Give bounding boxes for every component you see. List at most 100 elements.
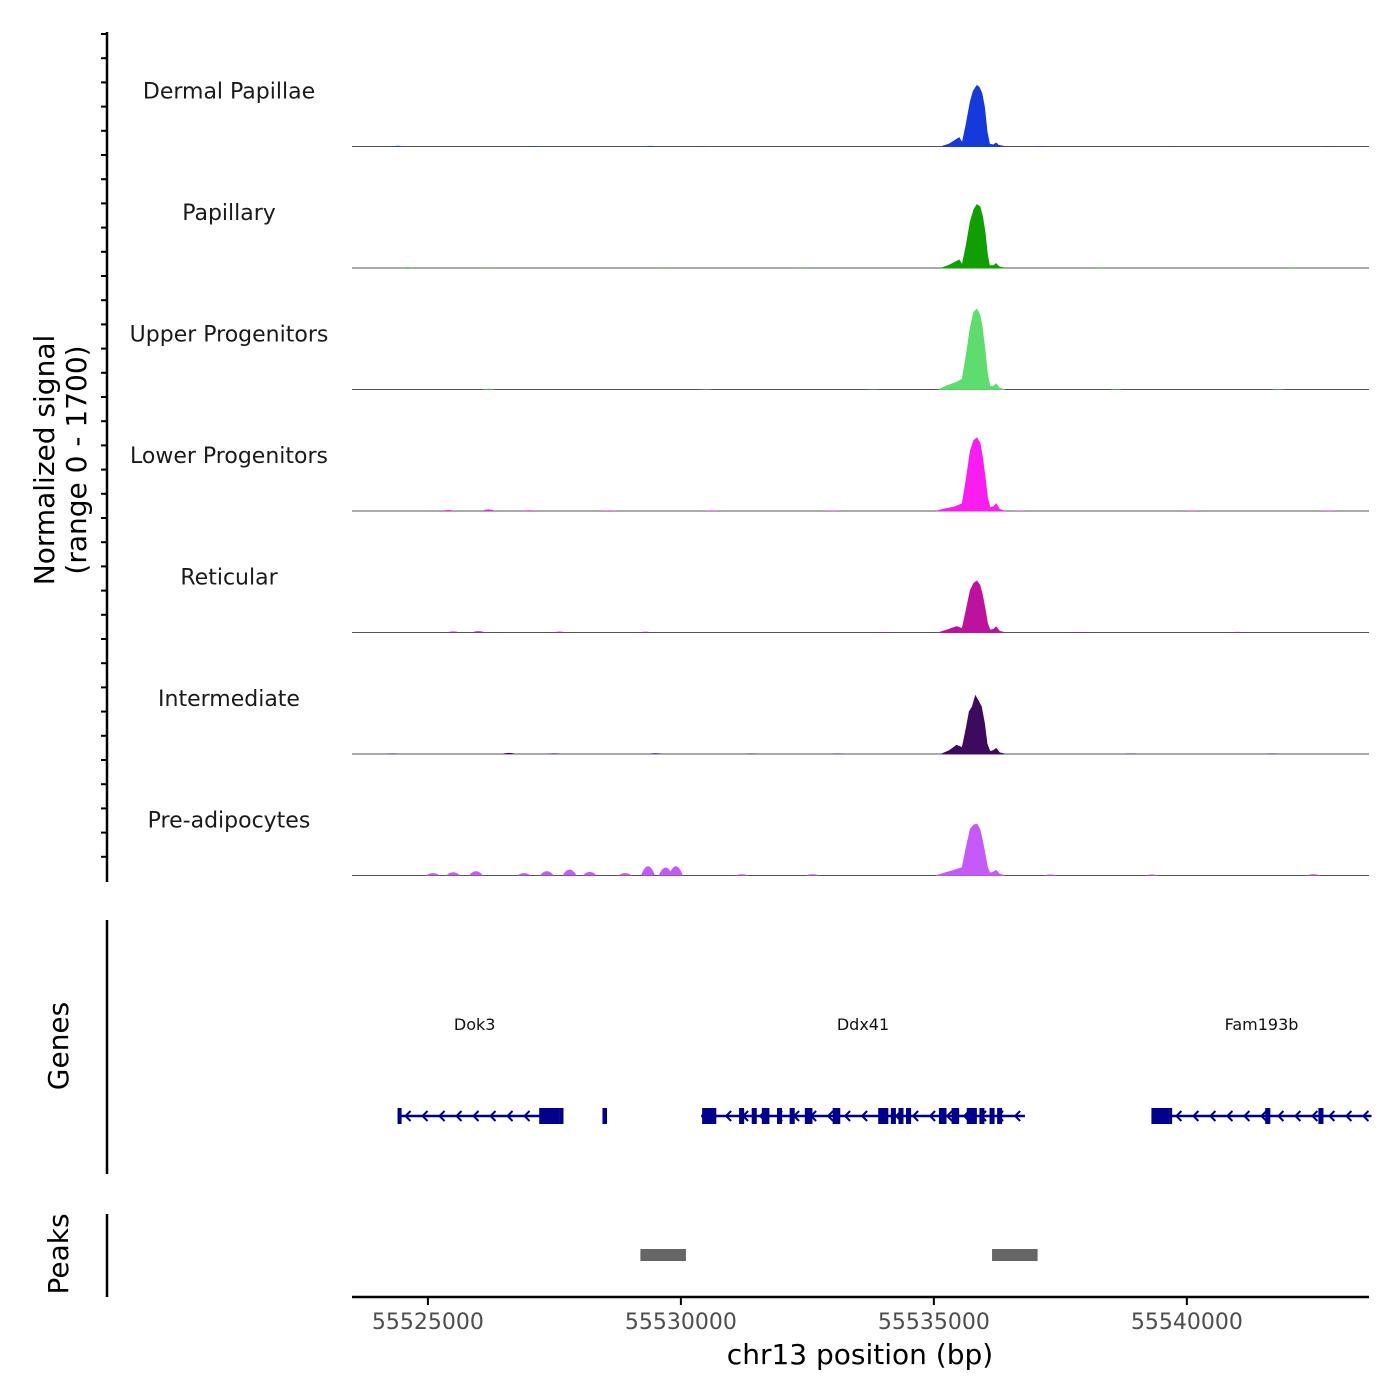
strand-chevron [421,1110,429,1122]
signal-bump [481,509,496,511]
exon [397,1108,402,1124]
exon [938,1108,947,1124]
x-tick-label: 55530000 [625,1310,737,1335]
signal-bump [825,510,840,511]
track-reticular: Reticular [180,566,1369,633]
track-label: Pre-adipocytes [148,809,311,834]
exon [906,1108,912,1124]
exon [951,1108,960,1124]
x-axis-title: chr13 position (bp) [727,1338,993,1371]
x-tick-label: 55535000 [878,1310,990,1335]
track-label: Lower Progenitors [130,444,328,469]
strand-chevron [724,1110,732,1122]
signal-bump [562,869,577,876]
exon [539,1108,560,1124]
signal-peak [941,204,1005,269]
strand-chevron [1362,1110,1370,1122]
gene-annotations: Dok3 Ddx41 Fam193b [397,1015,1372,1124]
strand-chevron [843,1110,851,1122]
signal-bump [648,753,663,754]
signal-bump [582,871,597,876]
track-label: Reticular [180,566,278,591]
signal-bump [638,631,653,633]
strand-chevron [1277,1110,1285,1122]
gene-label: Dok3 [454,1015,496,1034]
track-label: Papillary [182,201,276,226]
signal-bump [1265,753,1280,754]
exon [559,1108,564,1124]
strand-chevron [1243,1110,1251,1122]
gene-dok3: Dok3 [397,1015,608,1124]
exon [989,1108,995,1124]
track-intermediate: Intermediate [158,687,1369,755]
exon [890,1108,896,1124]
strand-chevron [945,1110,953,1122]
signal-bump [704,510,719,511]
exon [997,1108,1003,1124]
y-axis-title-group: Normalized signal (range 0 - 1700) [28,335,93,586]
peak-region [992,1249,1038,1261]
exon [777,1108,783,1124]
signal-bump [618,873,633,876]
y-axis-title-line1: Normalized signal [28,335,61,586]
signal-bump [522,510,537,511]
strand-chevron [928,1110,936,1122]
strand-chevron [860,1110,868,1122]
signal-peak [941,84,1005,147]
y-axis-title-line2: (range 0 - 1700) [60,345,93,574]
signal-bump [547,753,562,754]
exon [1169,1108,1173,1124]
track-lower-progenitors: Lower Progenitors [130,437,1369,512]
strand-chevron [455,1110,463,1122]
strand-chevron [911,1110,919,1122]
signal-bump [481,388,496,390]
signal-bump [471,631,486,633]
exon [966,1108,977,1124]
signal-bump [734,874,749,876]
strand-chevron [404,1110,412,1122]
signal-bump [446,872,461,876]
strand-chevron [472,1110,480,1122]
signal-bump [1184,510,1199,511]
x-axis-ticks: 55525000 55530000 55535000 55540000 [372,1297,1243,1335]
signal-peak [941,694,1005,755]
strand-chevron [826,1110,834,1122]
x-tick-label: 55525000 [372,1310,484,1335]
exon [1151,1108,1170,1124]
strand-chevron [1294,1110,1302,1122]
gene-fam193b: Fam193b [1151,1015,1372,1124]
signal-bump [694,145,709,147]
gene-ddx41: Ddx41 [701,1015,1025,1124]
signal-peak [938,580,1005,633]
strand-chevron [438,1110,446,1122]
signal-bump [1230,631,1245,633]
peak-regions [640,1249,1038,1261]
signal-bump [441,510,456,511]
strand-chevron [1260,1110,1268,1122]
gene-label: Fam193b [1225,1015,1299,1034]
strand-chevron [489,1110,497,1122]
strand-chevron [1311,1110,1319,1122]
exon [832,1108,841,1124]
exon [761,1108,770,1124]
exon [702,1108,717,1124]
exon [1318,1108,1324,1124]
signal-peak [936,823,1005,876]
signal-bump [658,267,673,268]
peaks-panel-title: Peaks [42,1213,75,1294]
exon [789,1108,795,1124]
signal-bump [446,631,461,633]
signal-bump [1306,874,1321,876]
track-dermal-papillae: Dermal Papillae [143,80,1369,147]
strand-chevron [1328,1110,1336,1122]
signal-bump [552,631,567,633]
signal-bump [603,510,618,511]
signal-bump [501,752,516,754]
exon [898,1108,904,1124]
signal-peak [938,308,1005,390]
signal-bump [658,867,673,876]
signal-bump [640,866,655,876]
strand-chevron [523,1110,531,1122]
signal-bump [1321,145,1336,147]
gene-label: Ddx41 [837,1015,889,1034]
